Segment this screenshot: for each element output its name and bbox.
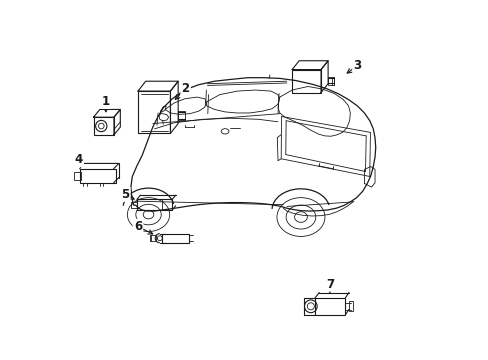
Bar [80,169,116,183]
Bar [138,91,170,134]
Text: 6: 6 [134,220,142,233]
Bar [348,301,352,311]
Bar [178,111,185,120]
Bar [93,117,114,135]
Text: 4: 4 [74,153,82,166]
Bar [162,234,189,243]
Bar [150,235,155,242]
Text: 1: 1 [102,95,110,108]
Bar [327,77,334,85]
Text: 5: 5 [121,188,129,201]
Bar [74,172,81,180]
Text: 3: 3 [353,59,361,72]
Bar [314,298,345,315]
Bar [291,69,321,93]
Bar [130,202,137,208]
Text: 7: 7 [325,278,333,291]
Text: 2: 2 [181,82,189,95]
Bar [137,199,172,210]
